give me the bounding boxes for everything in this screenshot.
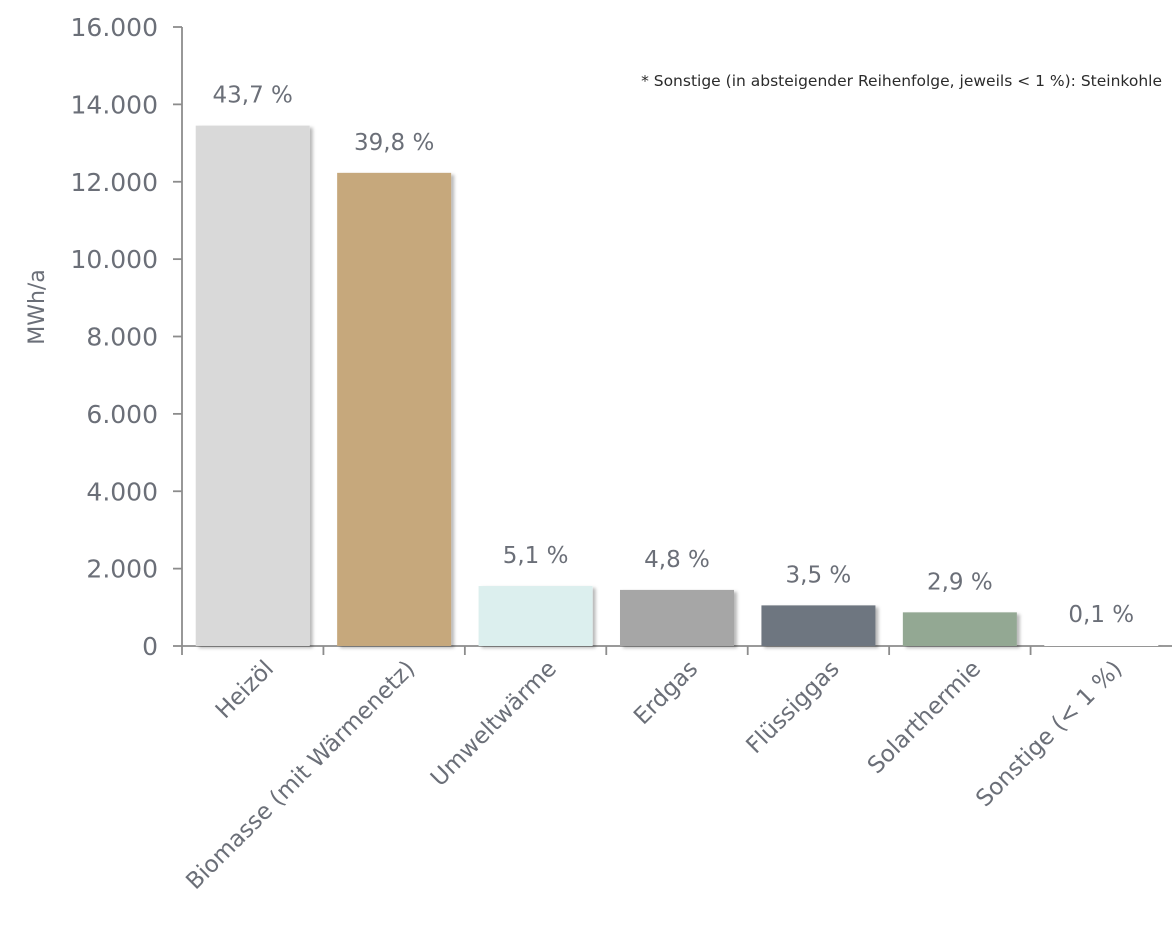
- category-label: Heizöl: [211, 656, 279, 724]
- data-labels: 43,7 % 39,8 % 5,1 % 4,8 % 3,5 % 2,9 % 0,1 %: [213, 83, 1135, 628]
- bar: [478, 586, 593, 646]
- bar-data-label: 3,5 %: [786, 562, 852, 588]
- bar: [902, 612, 1017, 646]
- bar-data-label: 5,1 %: [503, 543, 569, 569]
- bar: [761, 605, 876, 646]
- bar-data-label: 39,8 %: [354, 130, 434, 156]
- bar: [337, 172, 452, 646]
- x-axis: [181, 645, 1172, 655]
- y-axis: 0 2.000 4.000 6.000 8.000 10.000 12.000 14.000 1…: [71, 13, 183, 661]
- category-label: Flüssiggas: [742, 656, 845, 759]
- y-tick-label: 14.000: [71, 90, 158, 119]
- bar-data-label: 2,9 %: [927, 569, 993, 595]
- category-label: Sonstige (< 1 %): [971, 656, 1127, 812]
- y-tick-label: 6.000: [86, 400, 158, 429]
- category-label: Biomasse (mit Wärmenetz): [181, 656, 420, 895]
- bar: [620, 589, 734, 646]
- y-tick-label: 0: [142, 632, 158, 661]
- category-label: Solarthermie: [863, 656, 986, 779]
- bar: [1044, 644, 1159, 646]
- category-label: Umweltwärme: [426, 656, 562, 792]
- y-tick-label: 4.000: [86, 477, 158, 506]
- bar: [195, 125, 310, 646]
- category-label: Erdgas: [629, 656, 703, 730]
- bar-data-label: 43,7 %: [213, 83, 293, 109]
- y-tick-label: 16.000: [71, 13, 158, 42]
- bar-data-label: 4,8 %: [644, 547, 710, 573]
- annotation-note: * Sonstige (in absteigender Reihenfolge,…: [641, 72, 1162, 90]
- bar-data-label: 0,1 %: [1068, 602, 1134, 628]
- bars: [195, 125, 1159, 646]
- y-tick-label: 10.000: [71, 245, 158, 274]
- y-axis-title: MWh/a: [25, 269, 50, 345]
- y-tick-label: 2.000: [86, 555, 158, 584]
- y-tick-label: 8.000: [86, 323, 158, 352]
- y-tick-label: 12.000: [71, 168, 158, 197]
